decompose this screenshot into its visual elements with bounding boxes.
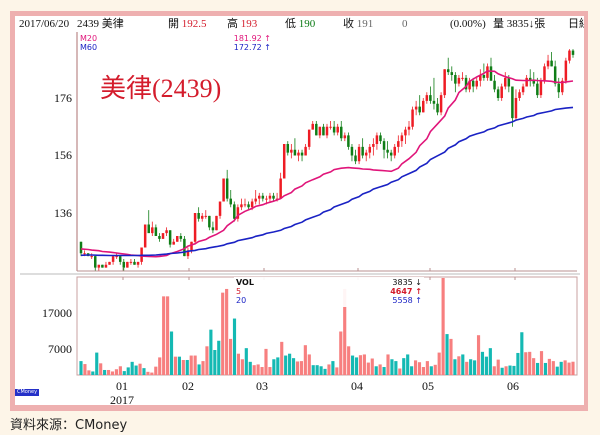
low-value: 190	[298, 18, 316, 30]
volume-value: 3835	[506, 18, 529, 30]
open-label: 開 192.5	[168, 18, 207, 30]
y-tick-176: 176	[54, 91, 72, 105]
volume-label: 量 3835↓張	[493, 18, 546, 30]
change-value: 0	[402, 18, 408, 30]
ma60-label: M60	[80, 43, 98, 52]
vol5-label: 5	[236, 287, 242, 296]
ma-legend: M20 M60 181.92 ↑ 172.72 ↑	[78, 33, 273, 53]
x-tick-05: 05	[422, 379, 434, 393]
ma20-label: M20	[80, 34, 98, 43]
ma20-value: 181.92 ↑	[233, 34, 271, 43]
down-arrow-icon: ↓	[528, 18, 535, 30]
ma60-value: 172.72 ↑	[233, 43, 271, 52]
date-label: 2017/06/20	[19, 18, 70, 30]
vol-label: VOL	[236, 278, 254, 287]
x-tick-01: 01	[116, 379, 128, 393]
open-value: 192.5	[181, 18, 207, 30]
vol5-value: 4647 ↑	[390, 287, 422, 296]
change-pct: (0.00%)	[450, 18, 486, 30]
vol-value: 3835 ↓	[392, 278, 422, 287]
y-tick-17000: 17000	[42, 306, 72, 320]
stock-name: 2439 美律	[77, 18, 124, 30]
chart-panel	[15, 16, 584, 405]
high-value: 193	[240, 18, 258, 30]
x-year-label: 2017	[110, 393, 134, 407]
close-value: 191	[356, 18, 374, 30]
x-tick-03: 03	[256, 379, 268, 393]
y-tick-136: 136	[54, 206, 72, 220]
period-label: 日線	[568, 18, 584, 30]
vol20-value: 5558 ↑	[392, 296, 422, 305]
vol20-label: 20	[236, 296, 247, 305]
close-label: 收 191	[343, 18, 374, 30]
source-caption: 資料來源：CMoney	[10, 418, 128, 433]
low-label: 低 190	[285, 18, 316, 30]
x-tick-06: 06	[507, 379, 519, 393]
high-label: 高 193	[227, 18, 258, 30]
y-tick-156: 156	[54, 148, 72, 162]
y-tick-7000: 7000	[48, 342, 72, 356]
x-tick-02: 02	[182, 379, 194, 393]
vol-legend: VOL 5 20 3835 ↓ 4647 ↑ 5558 ↑	[234, 277, 424, 307]
chart-title-overlay: 美律(2439)	[100, 74, 222, 103]
x-tick-04: 04	[351, 379, 363, 393]
cmoney-badge: CMoney	[15, 389, 39, 396]
